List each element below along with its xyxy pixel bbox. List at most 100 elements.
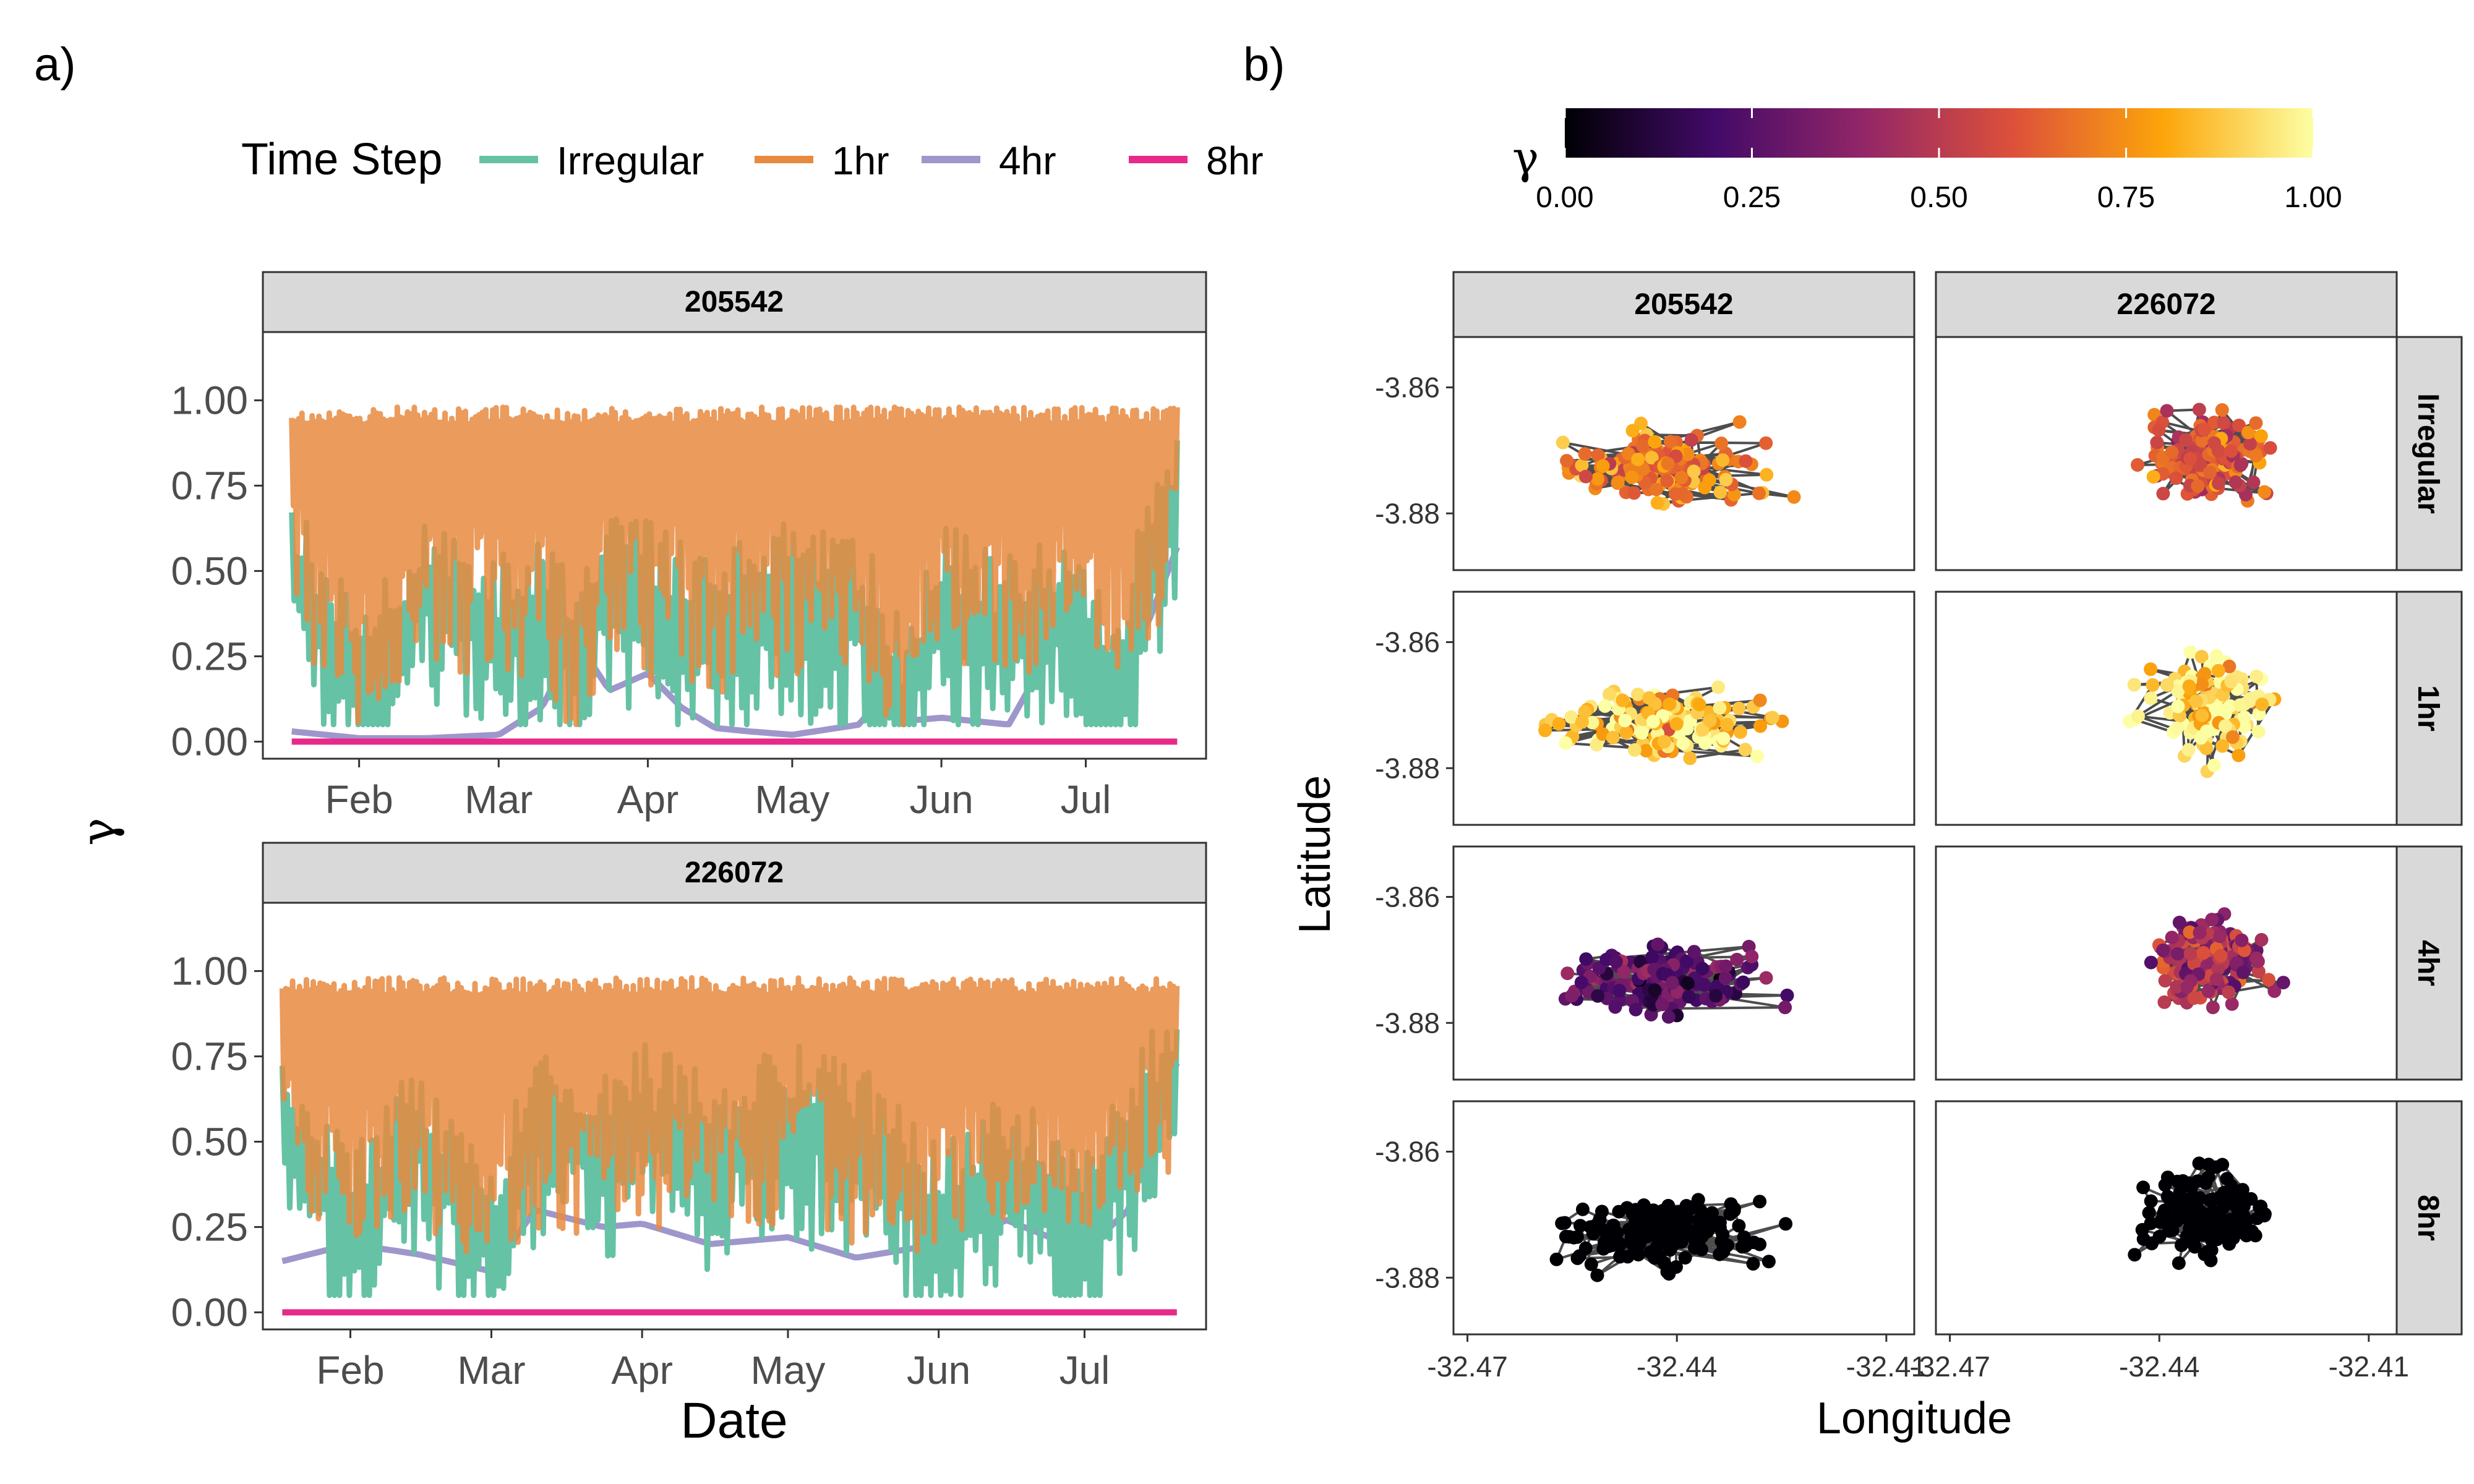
location-point xyxy=(2215,403,2229,417)
legend-label: 1hr xyxy=(832,139,889,183)
colorbar-title: γ xyxy=(1512,132,1539,184)
location-point xyxy=(2127,678,2141,692)
location-point xyxy=(1557,1216,1572,1230)
location-point xyxy=(1556,435,1570,450)
colorbar-tick-label: 1.00 xyxy=(2284,181,2342,214)
location-point xyxy=(2181,743,2196,757)
facet-strip-row-label: Irregular xyxy=(2412,393,2444,514)
x-tick-label: Mar xyxy=(464,777,533,822)
location-point xyxy=(1559,1229,1573,1243)
x-axis-label-date: Date xyxy=(680,1392,787,1449)
location-point xyxy=(1665,1239,1679,1253)
scatter-panel-205542-4hr: -3.86 -3.88 xyxy=(1375,845,1915,1081)
location-point xyxy=(1642,691,1656,705)
location-point xyxy=(1698,480,1712,495)
location-point xyxy=(1625,470,1639,484)
location-point xyxy=(1671,1205,1685,1219)
location-point xyxy=(1669,487,1682,501)
location-point xyxy=(2224,444,2238,458)
location-point xyxy=(2152,1229,2167,1243)
location-point xyxy=(1713,1216,1727,1230)
facet-strip-row: Irregular xyxy=(2395,336,2463,571)
location-point xyxy=(2225,997,2239,1011)
location-point xyxy=(1734,725,1747,739)
location-point xyxy=(1739,454,1753,468)
location-point xyxy=(1574,975,1588,989)
location-point xyxy=(1660,474,1674,488)
location-point xyxy=(2144,955,2158,970)
location-point xyxy=(1665,976,1679,990)
location-point xyxy=(1619,726,1633,740)
location-point xyxy=(1721,1239,1734,1253)
location-point xyxy=(1645,950,1659,964)
location-point xyxy=(1579,952,1593,966)
location-point xyxy=(2183,645,2198,659)
location-point xyxy=(2217,1185,2232,1200)
location-point xyxy=(2170,979,2184,994)
location-point xyxy=(1674,471,1689,485)
location-point xyxy=(2209,649,2224,663)
location-point xyxy=(2222,1237,2236,1251)
location-point xyxy=(2233,458,2248,472)
location-point xyxy=(2160,678,2174,692)
location-point xyxy=(1753,693,1767,707)
location-point xyxy=(1645,451,1659,465)
x-tick-label: Feb xyxy=(316,1348,384,1392)
location-point xyxy=(1752,486,1766,500)
scatter-panel-226072-1hr xyxy=(1935,591,2398,826)
location-point xyxy=(2235,1204,2249,1218)
location-point xyxy=(2258,485,2272,499)
location-point xyxy=(1698,736,1712,750)
location-point xyxy=(2171,699,2185,714)
location-point xyxy=(2128,1248,2142,1262)
legend-panel-a: Time Step Irregular 1hr 4hr 8hr xyxy=(241,135,1264,184)
location-point xyxy=(2222,659,2236,673)
facet-strip-row-box xyxy=(2395,336,2463,571)
location-point xyxy=(1575,458,1589,472)
location-point xyxy=(2172,915,2186,929)
location-point xyxy=(2172,1256,2186,1270)
location-point xyxy=(1732,415,1747,429)
location-point xyxy=(1629,1205,1643,1219)
location-point xyxy=(2251,725,2266,739)
scatter-panel-226072-irregular xyxy=(1935,336,2398,571)
location-point xyxy=(1579,469,1593,484)
location-point xyxy=(1697,978,1711,992)
location-point xyxy=(2142,1206,2156,1220)
location-point xyxy=(2197,422,2211,437)
location-point xyxy=(2181,1193,2196,1207)
facet-strip xyxy=(262,271,1207,333)
x-axis-label-longitude: Longitude xyxy=(1817,1394,2012,1443)
location-point xyxy=(2182,679,2196,693)
location-point xyxy=(1538,723,1552,738)
series-lines xyxy=(279,974,1180,1316)
location-point xyxy=(2144,662,2158,676)
location-point xyxy=(1629,1002,1643,1017)
y-tick-label: -3.88 xyxy=(1375,1007,1440,1039)
location-point xyxy=(2201,984,2215,998)
location-point xyxy=(1575,715,1589,729)
location-point xyxy=(2232,748,2246,762)
location-point xyxy=(2262,973,2275,987)
location-point xyxy=(1750,749,1764,764)
location-point xyxy=(2193,926,2207,940)
location-point xyxy=(1618,714,1632,728)
location-point xyxy=(2146,470,2160,484)
location-point xyxy=(1663,435,1677,449)
location-point xyxy=(2211,962,2225,976)
location-point xyxy=(2195,433,2209,448)
location-point xyxy=(2156,943,2170,957)
facet-226072: 226072 0.00 0.25 0.50 0.75 1.00 Feb Mar Apr May J… xyxy=(171,842,1207,1392)
location-point xyxy=(1590,1268,1604,1282)
location-point xyxy=(1609,955,1623,969)
y-tick-label: 1.00 xyxy=(171,378,248,422)
location-point xyxy=(1612,984,1627,998)
location-point xyxy=(2158,974,2172,988)
scatter-panel-205542-1hr: -3.86 -3.88 xyxy=(1375,591,1915,826)
location-point xyxy=(2165,1223,2180,1237)
location-point xyxy=(2157,995,2172,1009)
location-point xyxy=(2202,1158,2215,1172)
location-point xyxy=(1719,472,1733,487)
location-point xyxy=(1761,1255,1776,1269)
location-point xyxy=(1765,710,1779,725)
